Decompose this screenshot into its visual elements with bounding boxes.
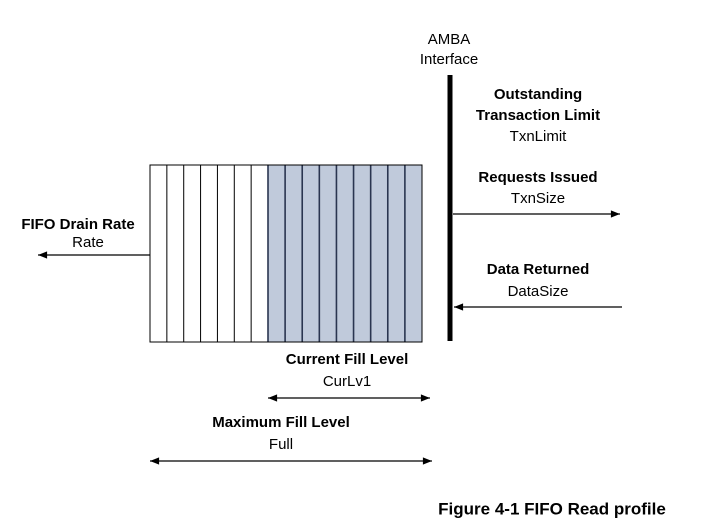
fifo-fill (268, 165, 422, 342)
current-title: Current Fill Level (286, 351, 409, 368)
returned-title: Data Returned (487, 261, 590, 278)
requests-variable: TxnSize (511, 190, 565, 207)
current-variable: CurLv1 (323, 373, 371, 390)
requests-title: Requests Issued (478, 169, 597, 186)
outstanding-variable: TxnLimit (510, 128, 568, 145)
outstanding-title: Transaction Limit (476, 107, 600, 124)
interface-label: Interface (420, 51, 478, 68)
maximum-variable: Full (269, 436, 293, 453)
caption: Figure 4-1 FIFO Read profile (438, 499, 666, 518)
drain-title: FIFO Drain Rate (21, 216, 134, 233)
interface-label: AMBA (428, 31, 471, 48)
fifo-outline (149, 164, 423, 343)
outstanding-title: Outstanding (494, 86, 582, 103)
maximum-title: Maximum Fill Level (212, 414, 350, 431)
fifo-buffer (149, 164, 423, 343)
returned-variable: DataSize (508, 283, 569, 300)
drain-variable: Rate (72, 234, 104, 251)
